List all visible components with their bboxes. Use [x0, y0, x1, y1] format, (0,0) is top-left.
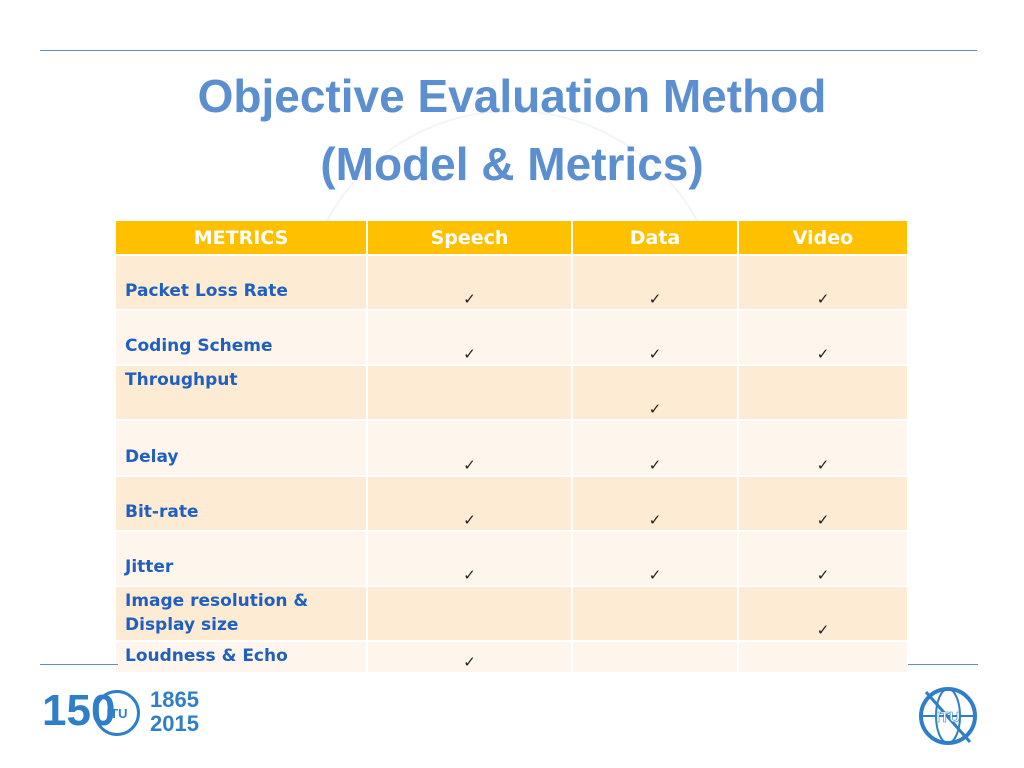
- check-icon: ✓: [816, 290, 830, 308]
- table-row: Throughput ✓: [116, 365, 909, 421]
- check-icon: ✓: [816, 621, 830, 639]
- check-icon: ✓: [648, 290, 662, 308]
- table-row: Jitter ✓ ✓ ✓: [116, 531, 909, 587]
- check-icon: ✓: [816, 566, 830, 584]
- metric-label: Throughput: [116, 365, 368, 421]
- check-icon: ✓: [816, 456, 830, 474]
- metric-label: Image resolution & Display size: [116, 586, 368, 642]
- years-start: 1865: [150, 687, 199, 712]
- slide-title-line2: (Model & Metrics): [320, 138, 704, 190]
- metric-label: Jitter: [116, 531, 368, 587]
- metric-label: Coding Scheme: [116, 310, 368, 366]
- check-icon: ✓: [463, 290, 476, 308]
- metric-label: Loudness & Echo: [116, 641, 368, 674]
- table-row: Delay ✓ ✓ ✓: [116, 420, 909, 477]
- check-icon: ✓: [463, 511, 476, 529]
- header-metrics: METRICS: [116, 221, 368, 256]
- metric-label: Packet Loss Rate: [116, 255, 368, 311]
- table-header-row: METRICS Speech Data Video: [116, 221, 909, 256]
- metrics-table: METRICS Speech Data Video Packet Loss Ra…: [116, 221, 909, 674]
- years-end: 2015: [150, 711, 199, 736]
- anniversary-years: 1865 2015: [150, 688, 199, 736]
- check-icon: ✓: [816, 345, 830, 363]
- check-icon: ✓: [463, 456, 476, 474]
- header-speech: Speech: [367, 221, 573, 256]
- itu-logo-icon: ITU: [919, 687, 977, 745]
- check-icon: ✓: [816, 511, 830, 529]
- slide-title: Objective Evaluation Method (Model & Met…: [0, 62, 1024, 198]
- globe-icon: ITU: [94, 690, 140, 736]
- itu-logo-text: ITU: [936, 709, 960, 726]
- check-icon: ✓: [648, 511, 662, 529]
- check-icon: ✓: [648, 400, 662, 418]
- table-row: Loudness & Echo ✓: [116, 641, 909, 674]
- slide-title-line1: Objective Evaluation Method: [197, 70, 827, 122]
- top-divider: [40, 50, 977, 51]
- metric-label: Delay: [116, 420, 368, 477]
- check-icon: ✓: [463, 566, 476, 584]
- bottom-divider-left: [40, 664, 118, 665]
- table-row: Coding Scheme ✓ ✓ ✓: [116, 310, 909, 366]
- check-icon: ✓: [463, 653, 476, 671]
- header-data: Data: [572, 221, 739, 256]
- check-icon: ✓: [648, 566, 662, 584]
- check-icon: ✓: [648, 456, 662, 474]
- table-row: Image resolution & Display size ✓: [116, 586, 909, 642]
- check-icon: ✓: [648, 345, 662, 363]
- itu-150-anniversary-logo: 150 ITU 1865 2015: [42, 684, 202, 744]
- metric-label: Bit-rate: [116, 476, 368, 532]
- bottom-divider-right: [908, 664, 978, 665]
- table-row: Packet Loss Rate ✓ ✓ ✓: [116, 255, 909, 311]
- header-video: Video: [738, 221, 909, 256]
- check-icon: ✓: [463, 345, 476, 363]
- table-row: Bit-rate ✓ ✓ ✓: [116, 476, 909, 532]
